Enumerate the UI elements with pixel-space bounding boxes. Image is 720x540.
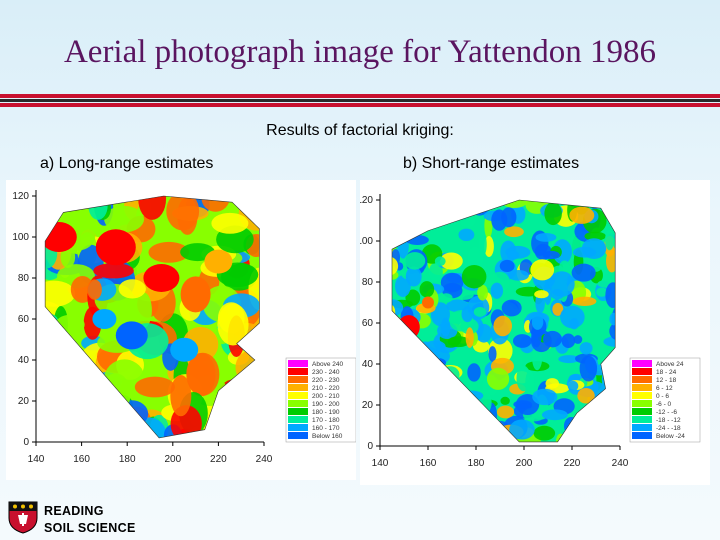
x-tick-label: 240 (256, 454, 273, 465)
logo-text-line2: SOIL SCIENCE (44, 521, 136, 535)
field-boundary (44, 195, 260, 439)
legend-swatch (288, 360, 308, 367)
legend-swatch (288, 432, 308, 439)
y-tick-label: 120 (12, 191, 29, 202)
x-tick-label: 160 (73, 454, 90, 465)
legend-swatch (288, 400, 308, 407)
y-tick-label: 20 (362, 400, 374, 411)
x-tick-label: 200 (516, 458, 533, 469)
legend-swatch (288, 368, 308, 375)
y-tick-label: 40 (18, 355, 30, 366)
x-tick-label: 140 (28, 454, 45, 465)
legend-swatch (288, 392, 308, 399)
y-tick-label: 60 (18, 314, 30, 325)
field-boundary (391, 199, 616, 443)
legend-label: Above 24 (656, 361, 684, 368)
kriging-surface (392, 200, 616, 442)
legend-label: 18 - 24 (656, 369, 677, 376)
legend-swatch (632, 408, 652, 415)
legend-label: -12 - -6 (656, 409, 677, 416)
slide-subtitle: Results of factorial kriging: (266, 122, 454, 139)
x-tick-label: 200 (164, 454, 181, 465)
divider-dark (0, 99, 720, 102)
legend-label: 160 - 170 (312, 425, 340, 432)
long-range-map: 140 160 180 200 220 240 0 20 40 60 80 100 120 Above 2… (12, 190, 356, 465)
legend-swatch (632, 384, 652, 391)
kriging-surface (45, 196, 260, 438)
legend-swatch (288, 424, 308, 431)
y-tick-label: 20 (18, 396, 30, 407)
divider-red-top (0, 94, 720, 98)
legend-label: -24 - -18 (656, 425, 681, 432)
legend-label: 12 - 18 (656, 377, 677, 384)
legend-swatch (288, 408, 308, 415)
short-range-map: 140 160 180 200 220 240 0 20 40 60 80 100 120 Above 2… (360, 194, 701, 469)
legend-swatch (632, 376, 652, 383)
y-tick-label: 120 (360, 195, 373, 206)
y-tick-label: 100 (12, 232, 29, 243)
legend-swatch (632, 392, 652, 399)
short-range-plot: 140 160 180 200 220 240 0 20 40 60 80 100 120 Above 2… (360, 180, 710, 485)
panel-b-label: b) Short-range estimates (403, 155, 580, 172)
y-tick-label: 0 (367, 441, 373, 452)
legend-label: 210 - 220 (312, 385, 340, 392)
panel-a-label: a) Long-range estimates (40, 155, 214, 172)
y-tick-label: 40 (362, 359, 374, 370)
legend-swatch (632, 416, 652, 423)
legend-swatch (288, 384, 308, 391)
legend-label: 230 - 240 (312, 369, 340, 376)
university-crest-icon (6, 500, 40, 534)
x-tick-label: 160 (420, 458, 437, 469)
y-tick-label: 0 (23, 437, 29, 448)
legend-label: 180 - 190 (312, 409, 340, 416)
legend-label: 0 - 6 (656, 393, 669, 400)
x-tick-label: 220 (564, 458, 581, 469)
legend-label: 200 - 210 (312, 393, 340, 400)
legend-label: Below -24 (656, 433, 685, 440)
x-tick-label: 140 (372, 458, 389, 469)
x-tick-label: 180 (468, 458, 485, 469)
x-tick-label: 240 (612, 458, 629, 469)
legend-label: 170 - 180 (312, 417, 340, 424)
long-range-plot: 140 160 180 200 220 240 0 20 40 60 80 100 120 Above 2… (6, 180, 356, 480)
logo-text-line1: READING (44, 504, 104, 518)
legend-swatch (288, 416, 308, 423)
slide-title: Aerial photograph image for Yattendon 19… (63, 34, 657, 70)
y-tick-label: 100 (360, 236, 373, 247)
legend-label: Below 160 (312, 433, 343, 440)
legend-label: Above 240 (312, 361, 343, 368)
y-tick-label: 80 (18, 273, 30, 284)
x-tick-label: 220 (210, 454, 227, 465)
legend-label: -18 - -12 (656, 417, 681, 424)
legend-label: 220 - 230 (312, 377, 340, 384)
y-tick-label: 60 (362, 318, 374, 329)
y-tick-label: 80 (362, 277, 374, 288)
legend-swatch (632, 424, 652, 431)
legend-label: 6 - 12 (656, 385, 673, 392)
divider-red-bottom (0, 103, 720, 107)
legend-swatch (632, 432, 652, 439)
legend-swatch (288, 376, 308, 383)
legend-label: -6 - 0 (656, 401, 672, 408)
legend-swatch (632, 400, 652, 407)
legend-swatch (632, 360, 652, 367)
legend-swatch (632, 368, 652, 375)
x-tick-label: 180 (119, 454, 136, 465)
legend-label: 190 - 200 (312, 401, 340, 408)
